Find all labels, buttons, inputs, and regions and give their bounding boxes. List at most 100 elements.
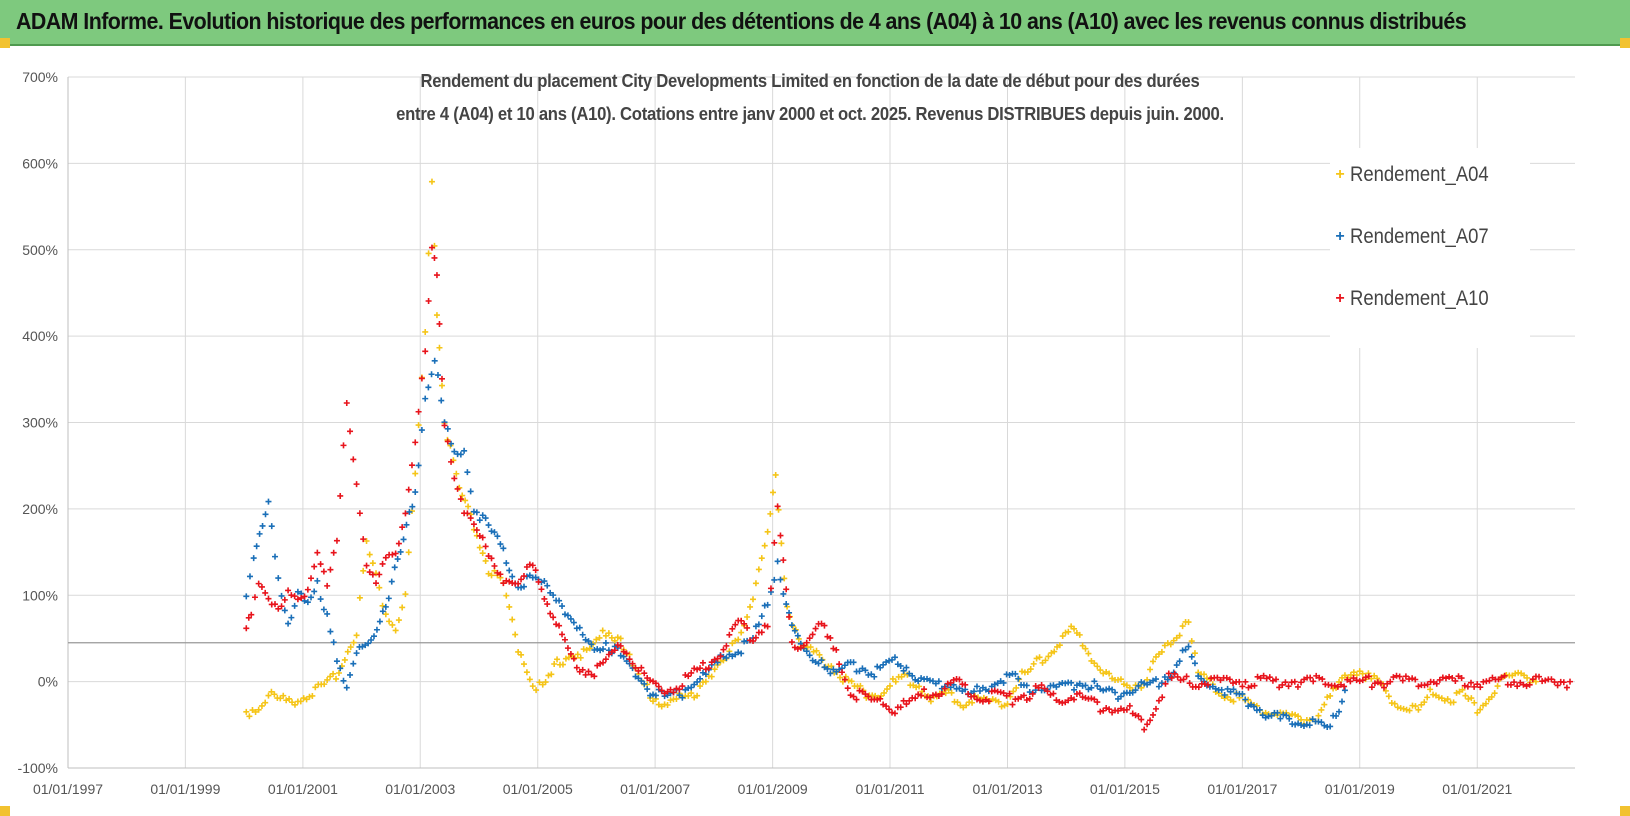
data-point [1353,677,1360,684]
data-point [291,593,298,600]
data-point [697,683,704,690]
data-point [962,681,969,688]
data-point [1201,671,1208,678]
data-point [1230,680,1236,687]
data-point [1468,695,1475,702]
data-point [1394,704,1401,711]
data-point [249,707,256,714]
data-point [788,639,795,646]
data-point [462,497,469,504]
data-point [1359,670,1366,677]
data-point [702,666,709,673]
data-point [1182,646,1189,653]
data-point [976,687,983,694]
data-point [1117,676,1124,683]
data-point [433,272,440,279]
data-point [770,489,777,496]
data-point [570,619,577,626]
data-point [1446,673,1453,680]
data-point [479,550,486,557]
data-point [1282,679,1289,686]
data-point [794,645,801,652]
data-point [1461,682,1468,689]
data-point [567,650,574,657]
data-point [476,517,483,524]
data-point [561,636,568,643]
data-point [335,670,342,677]
data-point [548,671,555,678]
data-point [1174,673,1181,680]
y-tick-label: 600% [22,155,58,171]
data-point [971,688,978,695]
data-point [370,633,377,640]
data-point [1449,674,1456,681]
data-point [294,588,301,595]
data-point [818,657,825,664]
data-point [614,634,621,641]
data-point [1511,679,1518,686]
data-point [453,470,460,477]
data-point [655,683,662,690]
data-point [1047,691,1054,698]
data-point [1464,683,1471,690]
series-Rendement_A10 [243,244,1574,733]
data-point [1424,694,1431,701]
data-point [574,651,581,658]
data-point [850,659,857,666]
data-point [1433,680,1440,687]
data-point [288,614,295,621]
data-point [1424,681,1431,688]
y-tick-label: 500% [22,242,58,258]
data-point [532,567,539,574]
data-point [465,503,472,510]
data-point [777,576,784,583]
data-point [369,571,376,578]
data-point [1123,706,1130,713]
data-point [356,594,363,601]
data-point [405,486,412,493]
data-point [545,672,552,679]
data-point [291,701,298,708]
data-point [529,562,536,569]
data-point [1269,677,1276,684]
data-point [985,698,992,705]
data-point [1362,674,1369,681]
data-point [1301,676,1308,683]
data-point [368,637,375,644]
data-point [320,606,327,613]
data-point [479,512,486,519]
data-point [1097,667,1104,674]
data-point [1560,679,1567,686]
data-point [262,699,269,706]
data-point [1245,684,1252,691]
data-point [850,693,857,700]
data-point [673,695,680,702]
data-point [941,685,948,692]
data-point [1076,690,1083,697]
data-point [438,382,445,389]
data-point [288,592,295,599]
data-point [761,542,768,549]
banner-title: ADAM Informe. Evolution historique des p… [16,8,1467,34]
data-point [542,679,549,686]
data-point [611,647,618,654]
data-point [635,667,642,674]
data-point [738,629,745,636]
data-point [467,488,474,495]
data-point [1306,717,1313,724]
x-tick-label: 01/01/2003 [385,781,455,797]
data-point [1551,679,1558,686]
data-point [256,530,263,537]
data-point [711,656,718,663]
data-point [541,578,548,585]
data-point [1038,682,1045,689]
legend-item-a07: + Rendement_A07 [1330,222,1508,252]
data-point [434,372,441,379]
data-point [399,604,406,611]
data-point [1374,675,1381,682]
data-point [356,510,363,517]
data-point [1488,693,1495,700]
data-point [366,551,373,558]
data-point [397,548,404,555]
data-point [1120,681,1127,688]
